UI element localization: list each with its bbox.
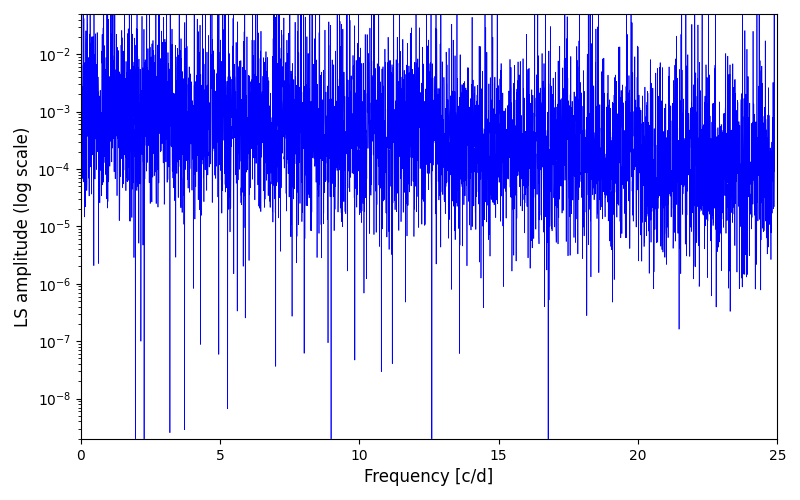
Y-axis label: LS amplitude (log scale): LS amplitude (log scale) [14,126,32,326]
X-axis label: Frequency [c/d]: Frequency [c/d] [364,468,494,486]
